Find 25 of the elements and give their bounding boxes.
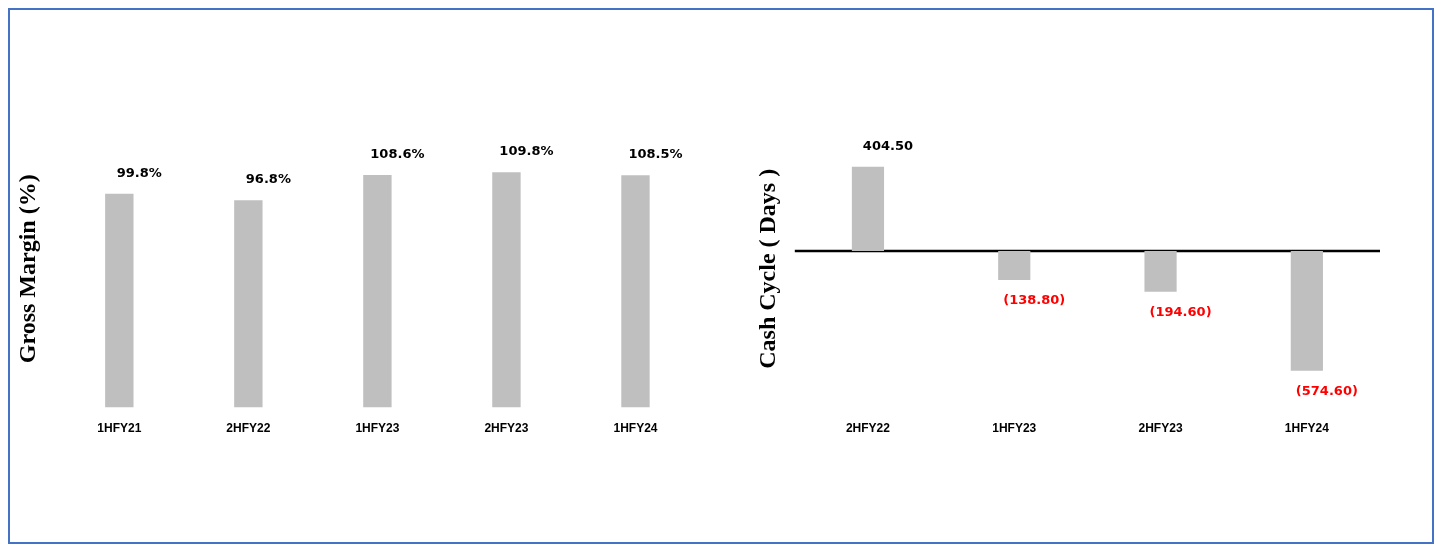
data-label: 99.8% (116, 164, 162, 180)
data-label: (138.80) (1003, 291, 1066, 307)
bar (234, 200, 263, 408)
x-tick-label: 1HFY21 (97, 421, 142, 436)
data-label: 108.5% (628, 146, 683, 162)
data-label: 108.6% (370, 145, 425, 161)
bar (105, 193, 134, 408)
bar (621, 175, 650, 408)
data-label: 96.8% (245, 171, 291, 187)
data-label: 404.50 (862, 137, 914, 153)
bar (363, 174, 392, 408)
y-axis-title: Gross Margin (%) (13, 174, 40, 364)
data-label: 109.8% (499, 143, 554, 159)
x-tick-label: 1HFY24 (613, 421, 658, 436)
data-label: (574.60) (1295, 382, 1358, 398)
x-tick-label: 2HFY22 (845, 421, 891, 436)
x-tick-label: 2HFY22 (226, 421, 271, 436)
x-tick-label: 1HFY23 (355, 421, 400, 436)
x-tick-label: 1HFY23 (992, 421, 1037, 436)
x-tick-label: 1HFY24 (1284, 421, 1330, 436)
x-tick-label: 2HFY23 (484, 421, 529, 436)
x-tick-label: 2HFY23 (1138, 421, 1183, 436)
bar (492, 172, 521, 408)
y-axis-title: Cash Cycle ( Days ) (753, 168, 780, 369)
data-label: (194.60) (1149, 303, 1212, 319)
